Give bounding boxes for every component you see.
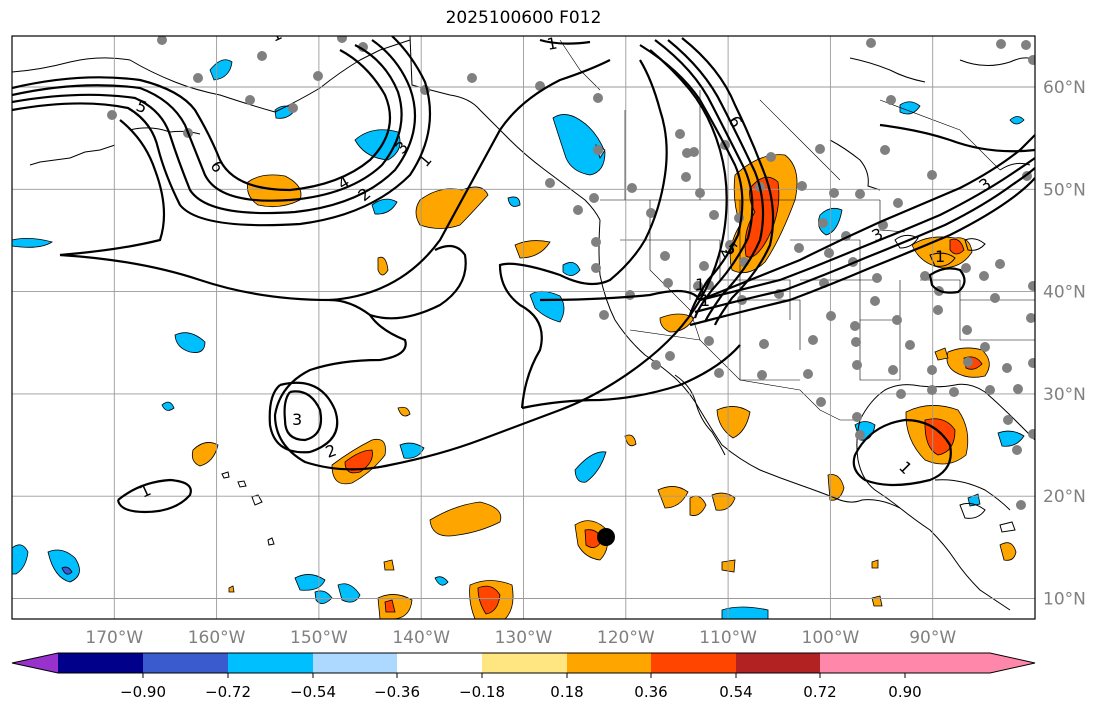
positive-anomaly-shading [191, 154, 1017, 619]
lat-tick-label: 20°N [1043, 487, 1086, 507]
colorbar-tick-label: −0.54 [290, 683, 336, 701]
colorbar-tick-label: 0.18 [550, 683, 583, 701]
negative-anomaly-shading [12, 59, 1025, 619]
contour-label: 1 [695, 275, 705, 294]
latitude-axis: 10°N 20°N 30°N 40°N 50°N 60°N [1043, 78, 1086, 610]
contour-label: 1 [545, 33, 558, 53]
contour-lines [12, 36, 1035, 514]
colorbar-segment [567, 653, 651, 673]
colorbar-segment [313, 653, 397, 673]
lon-tick-label: 170°W [85, 628, 143, 648]
map-frame [11, 35, 1036, 620]
lat-tick-label: 40°N [1043, 283, 1086, 303]
colorbar-segment [736, 653, 820, 673]
colorbar-extend-max [905, 653, 1035, 673]
lon-tick-label: 150°W [290, 628, 348, 648]
colorbar-segment [58, 653, 143, 673]
contour-label: 1 [268, 24, 285, 46]
colorbar-tick-label: −0.18 [459, 683, 505, 701]
colorbar-extend-min [12, 653, 58, 673]
contour-label: 1 [935, 247, 945, 266]
colorbar-tick-label: −0.36 [374, 683, 420, 701]
lon-tick-label: 110°W [699, 628, 757, 648]
lon-tick-label: 130°W [495, 628, 553, 648]
contour-label: 2 [695, 285, 705, 304]
chart-title: 2025100600 F012 [445, 8, 602, 28]
lon-tick-label: 90°W [909, 628, 956, 648]
contour-label: 1 [700, 291, 710, 310]
colorbar-segment [397, 653, 482, 673]
lon-tick-label: 100°W [802, 628, 860, 648]
colorbar-segment [651, 653, 736, 673]
colorbar-tick-label: −0.72 [205, 683, 251, 701]
lon-tick-label: 160°W [188, 628, 246, 648]
colorbar-tick-label: 0.36 [634, 683, 667, 701]
lon-tick-label: 140°W [392, 628, 450, 648]
colorbar-segment [820, 653, 905, 673]
longitude-axis: 170°W 160°W 150°W 140°W 130°W 120°W 110°… [85, 628, 956, 648]
colorbar-tick-label: 0.54 [719, 683, 752, 701]
colorbar-segment [143, 653, 228, 673]
colorbar-tick-label: 0.90 [888, 683, 921, 701]
position-marker [597, 528, 615, 546]
colorbar-segment [228, 653, 313, 673]
lat-tick-label: 10°N [1043, 590, 1086, 610]
colorbar-tick-label: 0.72 [803, 683, 836, 701]
colorbar-outline [11, 652, 1036, 674]
colorbar-segment [482, 653, 567, 673]
lat-tick-label: 30°N [1043, 385, 1086, 405]
lat-tick-label: 60°N [1043, 78, 1086, 98]
contour-label: 3 [292, 410, 302, 429]
colorbar-ticks [142, 673, 906, 678]
lat-tick-label: 50°N [1043, 180, 1086, 200]
colorbar-tick-label: −0.90 [120, 683, 166, 701]
lon-tick-label: 120°W [597, 628, 655, 648]
colorbar: −0.90 −0.72 −0.54 −0.36 −0.18 0.18 0.36 … [11, 652, 1036, 701]
